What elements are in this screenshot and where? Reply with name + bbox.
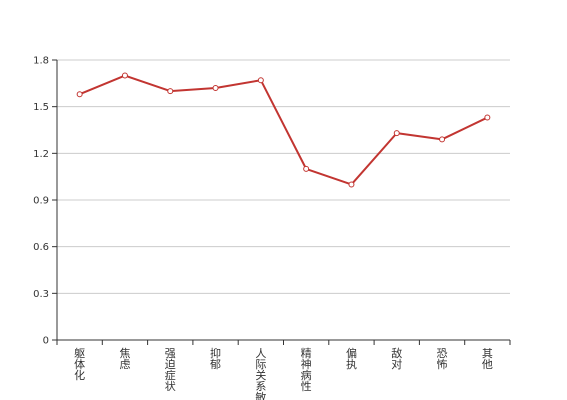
grid-lines xyxy=(57,59,510,294)
x-category-label: 人际关系敏感 xyxy=(255,347,266,400)
data-point[interactable] xyxy=(484,114,491,121)
data-point[interactable] xyxy=(348,181,355,188)
y-tick-label: 0.6 xyxy=(33,242,49,253)
x-category-label: 敌对 xyxy=(391,346,402,371)
data-point[interactable] xyxy=(303,165,310,172)
y-tick-label: 1.5 xyxy=(33,102,49,113)
y-tick-label: 0 xyxy=(43,336,49,347)
x-category-label: 躯体化 xyxy=(74,347,85,382)
data-point[interactable] xyxy=(439,136,446,143)
data-point[interactable] xyxy=(393,130,400,137)
x-category-label: 精神病性 xyxy=(301,347,312,393)
x-category-label: 偏执 xyxy=(346,346,357,371)
data-point[interactable] xyxy=(76,91,83,98)
x-category-label: 其他 xyxy=(482,347,493,371)
y-tick-label: 1.2 xyxy=(33,149,49,160)
x-category-labels: 躯体化 焦虑 强迫症状 抑郁 人际关系敏感 精神病性 偏执 敌对 恐怖 其他 xyxy=(74,346,493,400)
series-line-path xyxy=(79,74,488,186)
y-tick-label: 0.3 xyxy=(33,289,49,300)
series-line xyxy=(79,74,488,186)
x-category-label: 抑郁 xyxy=(210,346,221,371)
data-point[interactable] xyxy=(121,72,128,79)
data-point[interactable] xyxy=(257,77,264,84)
data-points xyxy=(76,72,491,188)
x-category-label: 恐怖 xyxy=(437,347,448,371)
x-category-label: 强迫症状 xyxy=(165,347,176,393)
y-tick-label: 0.9 xyxy=(33,196,49,207)
data-point[interactable] xyxy=(212,85,219,91)
y-tick-label: 1.8 xyxy=(33,56,49,67)
y-tick-labels: 0 0.3 0.6 0.9 1.2 1.5 1.8 xyxy=(33,56,49,347)
axes xyxy=(52,59,511,345)
x-category-label: 焦虑 xyxy=(119,347,130,371)
data-point[interactable] xyxy=(167,88,174,95)
